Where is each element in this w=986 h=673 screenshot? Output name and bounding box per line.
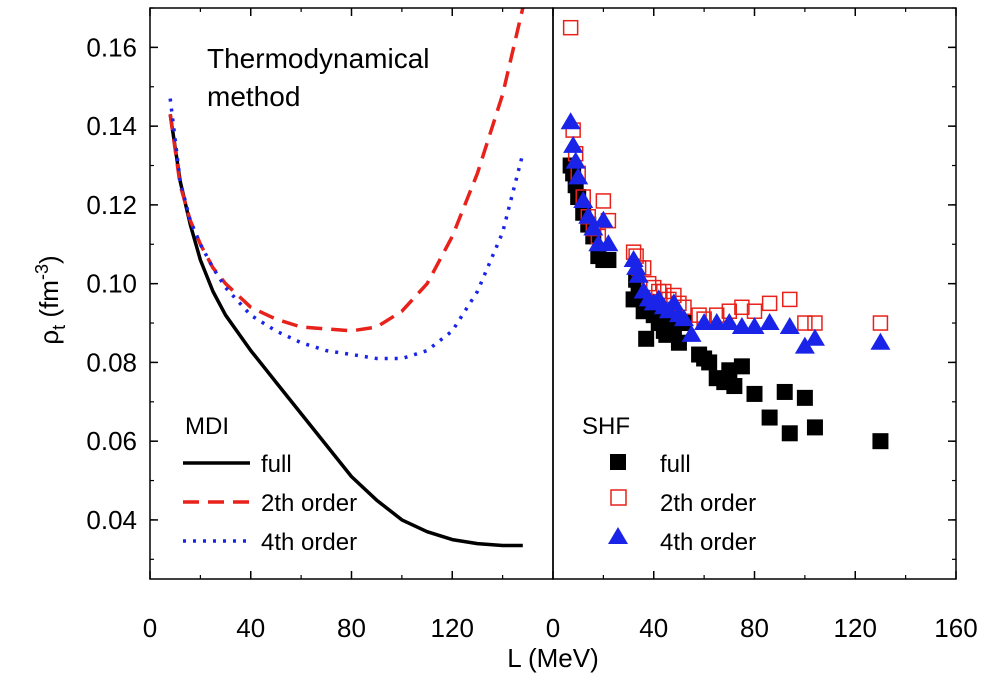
x-tick-label: 40 — [639, 613, 668, 643]
data-point-full — [638, 330, 655, 347]
data-point-full — [726, 378, 743, 395]
data-point-4th-order — [719, 313, 740, 331]
data-point-full — [776, 383, 793, 400]
x-tick-label: 40 — [236, 613, 265, 643]
data-point-4th-order — [706, 313, 727, 331]
data-point-4th-order — [573, 190, 594, 208]
legend-marker-4th-order — [608, 527, 628, 544]
legend-title-mdi: MDI — [185, 413, 229, 440]
y-axis-label-close: ) — [34, 255, 64, 264]
data-point-2th-order — [782, 291, 798, 308]
data-point-2th-order — [562, 19, 579, 36]
y-tick-label: 0.04 — [86, 505, 137, 535]
series-line-4th-order — [168, 98, 525, 361]
data-point-4th-order — [628, 265, 649, 283]
data-point-2th-order — [872, 315, 889, 331]
legend-label-4th-order-shf: 4th order — [660, 529, 756, 556]
data-point-4th-order — [779, 316, 800, 334]
data-point-full — [746, 385, 763, 402]
y-axis-label-exp: -3 — [32, 264, 52, 280]
x-tick-label: 0 — [143, 613, 157, 643]
y-axis-label-unit: (fm — [34, 280, 64, 318]
y-axis-label-sub: t — [49, 325, 69, 330]
data-point-full — [796, 389, 813, 406]
data-point-4th-order — [870, 332, 891, 350]
data-point-4th-order — [681, 324, 702, 342]
legend-label-2th-order: 2th order — [261, 490, 357, 517]
data-point-4th-order — [568, 167, 589, 185]
data-point-full — [600, 252, 617, 269]
legend-label-full-shf: full — [660, 451, 691, 478]
y-axis-label-main: ρ — [34, 330, 64, 345]
data-point-2th-order — [595, 193, 612, 209]
left-panel: Thermodynamical method MDI full 2th orde… — [168, 8, 525, 556]
legend-label-2th-order-shf: 2th order — [660, 490, 756, 517]
data-point-4th-order — [565, 151, 586, 169]
x-tick-label: 160 — [934, 613, 977, 643]
data-point-4th-order — [804, 328, 825, 346]
y-axis-label: ρt (fm-3) — [32, 255, 69, 344]
data-point-4th-order — [560, 112, 581, 130]
data-point-4th-order — [673, 309, 694, 327]
series-line-2th-order — [168, 8, 525, 333]
data-point-2th-order — [734, 299, 750, 316]
data-point-full — [670, 334, 687, 351]
svg-text:ρt (fm-3): ρt (fm-3) — [32, 255, 69, 344]
right-panel: SHF full 2th order 4th order — [560, 19, 891, 556]
data-point-full — [701, 354, 718, 371]
data-point-2th-order — [807, 315, 823, 331]
data-point-4th-order — [598, 234, 619, 252]
y-tick-label: 0.16 — [86, 32, 137, 62]
data-point-4th-order — [759, 313, 780, 331]
data-point-4th-order — [563, 135, 584, 153]
legend-title-shf: SHF — [582, 413, 630, 440]
data-point-4th-order — [794, 336, 815, 354]
x-tick-label: 120 — [834, 613, 877, 643]
data-point-4th-order — [593, 210, 614, 228]
legend-marker-2th-order — [610, 489, 627, 506]
data-point-4th-order — [694, 313, 715, 331]
data-point-full — [806, 419, 823, 436]
x-axis-label: L (MeV) — [507, 643, 599, 673]
data-point-4th-order — [744, 316, 765, 334]
annotation-line-2: method — [207, 81, 300, 112]
x-tick-label: 120 — [431, 613, 474, 643]
x-tick-label: 0 — [546, 613, 560, 643]
data-point-full — [872, 433, 889, 450]
data-point-full — [721, 362, 738, 379]
y-tick-label: 0.14 — [86, 111, 137, 141]
data-point-full — [761, 409, 778, 426]
legend-label-4th-order: 4th order — [261, 529, 357, 556]
data-point-full — [733, 358, 750, 375]
data-point-2th-order — [797, 315, 813, 331]
y-tick-label: 0.10 — [86, 269, 137, 299]
y-tick-label: 0.08 — [86, 347, 137, 377]
legend-label-full: full — [261, 451, 292, 478]
annotation-line-1: Thermodynamical — [207, 43, 430, 74]
data-point-4th-order — [731, 316, 752, 334]
legend-marker-full — [610, 454, 626, 470]
series-line-full — [168, 114, 523, 548]
y-tick-label: 0.12 — [86, 190, 137, 220]
data-point-2th-order — [761, 295, 778, 312]
data-point-4th-order — [583, 218, 604, 236]
data-point-full — [781, 425, 798, 442]
x-tick-label: 80 — [337, 613, 366, 643]
x-tick-label: 80 — [740, 613, 769, 643]
y-tick-label: 0.06 — [86, 426, 137, 456]
